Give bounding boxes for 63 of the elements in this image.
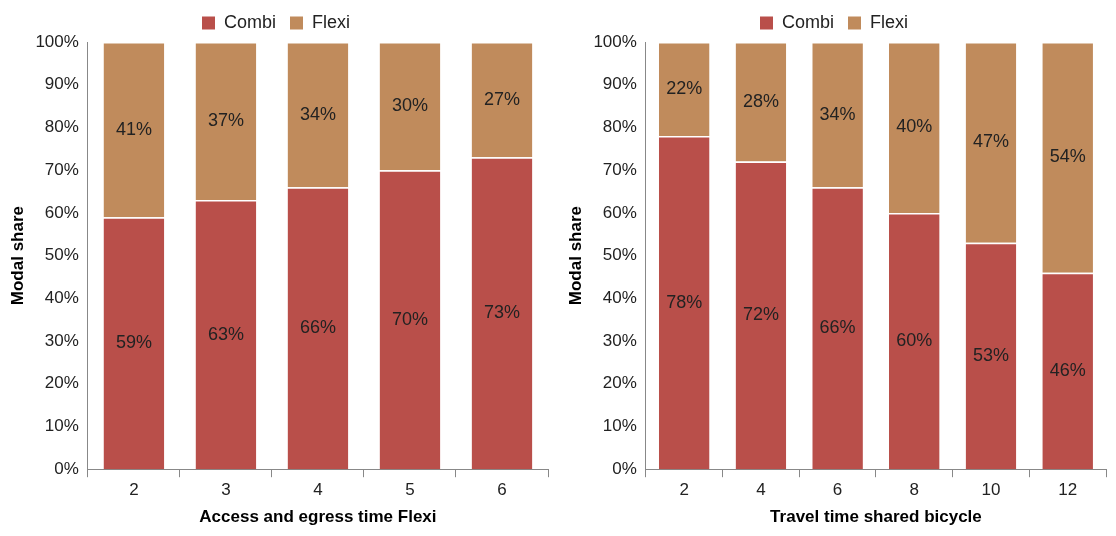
data-label: 78% <box>666 291 703 312</box>
y-tick-label: 30% <box>602 330 637 350</box>
data-label: 66% <box>819 317 856 338</box>
y-tick-label: 0% <box>612 458 637 478</box>
x-tick-label: 3 <box>221 480 231 500</box>
y-tick-label: 90% <box>602 74 637 94</box>
y-tick-label: 60% <box>44 202 79 222</box>
data-label: 34% <box>819 103 856 124</box>
data-label: 73% <box>483 302 520 323</box>
x-tick-label: 5 <box>405 480 415 500</box>
x-tick-label: 12 <box>1058 480 1078 500</box>
legend-label: Combi <box>223 11 277 32</box>
data-label: 53% <box>972 344 1009 365</box>
x-tick-label: 2 <box>679 480 689 500</box>
data-label: 59% <box>115 332 152 353</box>
x-tick-label: 4 <box>756 480 766 500</box>
y-tick-label: 100% <box>35 31 79 51</box>
y-tick-label: 20% <box>44 373 79 393</box>
y-axis-title: Modal share <box>565 206 585 306</box>
x-axis-title: Travel time shared bicycle <box>770 507 982 527</box>
data-label: 70% <box>391 308 428 329</box>
y-tick-label: 50% <box>44 245 79 265</box>
legend-label: Flexi <box>870 11 909 32</box>
y-tick-label: 10% <box>602 416 637 436</box>
x-tick-label: 6 <box>832 480 843 500</box>
y-tick-label: 70% <box>602 159 637 179</box>
x-tick-label: 8 <box>909 480 920 500</box>
data-label: 22% <box>666 77 703 98</box>
data-label: 27% <box>483 88 520 109</box>
y-tick-label: 60% <box>602 202 637 222</box>
data-label: 63% <box>207 323 244 344</box>
y-tick-label: 70% <box>44 159 79 179</box>
data-label: 72% <box>742 304 779 325</box>
y-tick-label: 0% <box>54 458 79 478</box>
data-label: 40% <box>896 116 933 137</box>
y-tick-label: 50% <box>602 245 637 265</box>
data-label: 66% <box>299 317 336 338</box>
data-label: 54% <box>1049 146 1086 167</box>
data-label: 37% <box>207 110 244 130</box>
y-tick-label: 20% <box>602 373 637 393</box>
y-tick-label: 80% <box>44 117 79 137</box>
data-label: 30% <box>391 95 428 116</box>
data-label: 41% <box>115 118 152 139</box>
x-tick-label: 4 <box>313 480 323 500</box>
y-tick-label: 90% <box>44 74 79 94</box>
x-axis-title: Access and egress time Flexi <box>199 507 437 527</box>
y-tick-label: 10% <box>44 416 79 436</box>
legend-label: Flexi <box>312 11 351 32</box>
y-tick-label: 100% <box>593 31 637 51</box>
data-label: 60% <box>896 330 933 351</box>
y-tick-label: 80% <box>602 117 637 137</box>
data-label: 47% <box>972 131 1009 152</box>
y-tick-label: 40% <box>602 288 637 308</box>
y-tick-label: 40% <box>44 288 79 308</box>
legend-label: Combi <box>781 11 835 32</box>
x-tick-label: 10 <box>981 480 1001 500</box>
y-tick-label: 30% <box>44 330 79 350</box>
data-label: 34% <box>299 103 336 124</box>
data-label: 46% <box>1049 359 1086 380</box>
data-label: 28% <box>742 90 779 111</box>
x-tick-label: 2 <box>129 480 139 500</box>
x-tick-label: 6 <box>497 480 507 500</box>
y-axis-title: Modal share <box>7 206 27 306</box>
